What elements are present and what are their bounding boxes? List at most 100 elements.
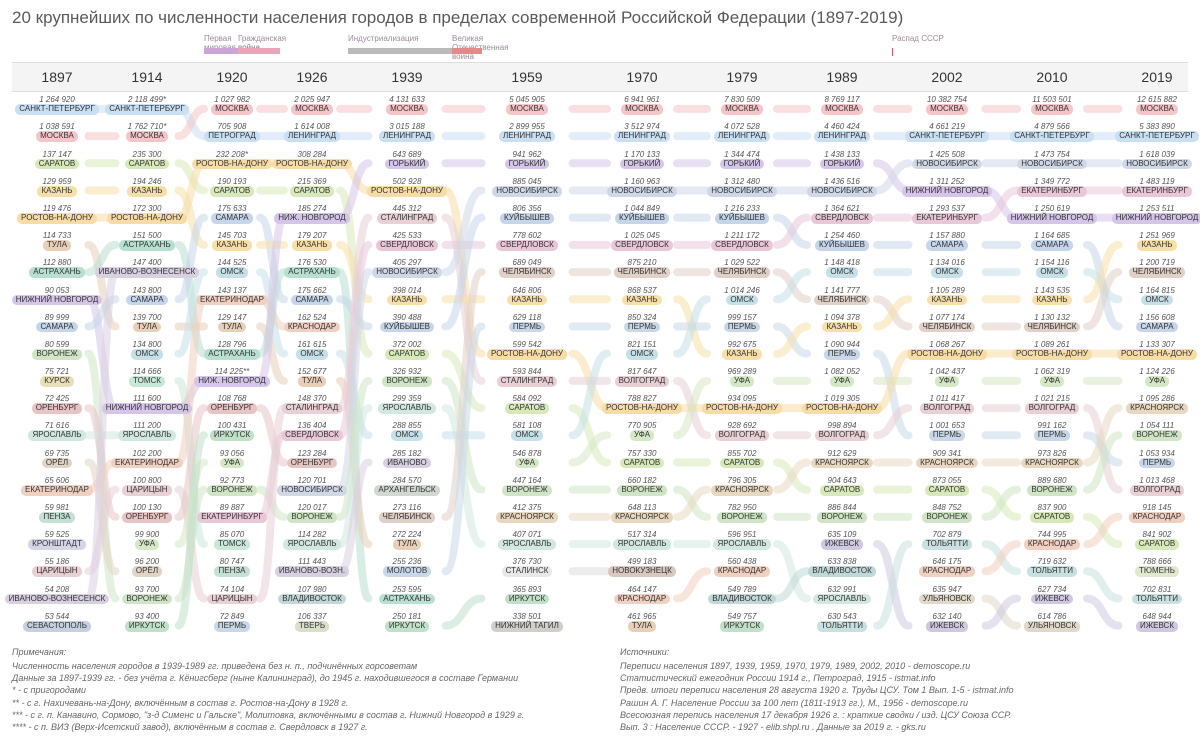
city-pill: НИЖНИЙ ТАГИЛ [491,621,563,632]
rank-cell: 848 752ВОРОНЕЖ [892,500,1002,527]
rank-cell: 235 300САРАТОВ [102,146,192,173]
rank-cell: 596 951ЯРОСЛАВЛЬ [692,527,792,554]
population-value: 806 356 [513,205,542,213]
population-value: 8 769 117 [825,96,860,104]
city-pill: ВОРОНЕЖ [32,349,81,360]
city-pill: КАЗАНЬ [387,295,426,306]
rank-cell: 788 827РОСТОВ-НА-ДОНУ [592,391,692,418]
population-value: 904 643 [828,477,857,485]
city-pill: КАЗАНЬ [722,349,761,360]
population-value: 546 878 [513,450,542,458]
rank-cell: 886 844ВОРОНЕЖ [792,500,892,527]
population-value: 250 181 [393,613,422,621]
population-value: 55 186 [45,558,69,566]
city-pill: КРАСНОДАР [614,594,670,605]
rank-row: 112 880АСТРАХАНЬ147 400ИВАНОВО-ВОЗНЕСЕНС… [12,255,1200,282]
rank-cell: 59 981ПЕНЗА [12,500,102,527]
rank-cell: 136 404СВЕРДЛОВСК [272,418,352,445]
rank-cell: 285 182ИВАНОВО [352,445,462,472]
population-value: 1 614 008 [294,123,330,131]
population-value: 1 021 215 [1034,395,1070,403]
population-value: 136 404 [298,422,327,430]
rank-cell: 689 049ЧЕЛЯБИНСК [462,255,592,282]
population-value: 407 071 [513,531,542,539]
population-value: 59 981 [45,504,69,512]
population-value: 2 025 947 [294,96,330,104]
city-pill: КУЙБЫШЕВ [500,213,554,224]
rank-cell: 2 118 499*САНКТ-ПЕТЕРБУРГ [102,92,192,119]
population-value: 918 145 [1143,504,1172,512]
population-value: 172 300 [133,205,162,213]
rank-cell: 1 211 172СВЕРДЛОВСК [692,228,792,255]
year-1920: 1920 [192,63,272,91]
city-pill: САНКТ-ПЕТЕРБУРГ [105,104,188,115]
rank-row: 69 735ОРЁЛ102 200ЕКАТЕРИНОДАР93 056УФА12… [12,445,1200,472]
rank-cell: 89 999САМАРА [12,310,102,337]
population-value: 425 533 [393,232,422,240]
city-pill: АСТРАХАНЬ [204,349,259,360]
population-value: 1 068 267 [929,341,965,349]
city-pill: ПЕРМЬ [824,349,860,360]
rank-cell: 55 186ЦАРИЦЫН [12,554,102,581]
city-pill: СВЕРДЛОВСК [496,240,558,251]
population-value: 190 193 [218,178,247,186]
population-value: 614 786 [1038,613,1067,621]
city-pill: МОСКВА [821,104,863,115]
population-value: 129 959 [43,178,72,186]
city-pill: САРАТОВ [820,485,865,496]
city-pill: ОМСК [1036,267,1067,278]
rank-cell: 1 614 008ЛЕНИНГРАД [272,119,352,146]
population-value: 969 289 [728,368,757,376]
city-pill: ИЖЕВСК [1136,621,1178,632]
population-value: 284 570 [393,477,422,485]
population-value: 499 183 [628,558,657,566]
population-value: 445 312 [393,205,422,213]
city-pill: ЯРОСЛАВЛЬ [283,539,340,550]
city-pill: ВОЛГОГРАД [1025,403,1080,414]
population-value: 560 438 [728,558,757,566]
city-pill: ПЕРМЬ [929,430,965,441]
city-pill: ЧЕЛЯБИНСК [379,512,436,523]
population-value: 112 880 [43,259,71,267]
population-value: 412 375 [513,504,542,512]
rank-cell: 108 768ОРЕНБУРГ [192,391,272,418]
rank-cell: 398 014КАЗАНЬ [352,282,462,309]
city-pill: КРАСНОДАР [1129,512,1185,523]
city-pill: ТОЛЬЯТТИ [1132,594,1182,605]
source-line: Статистический ежегодник России 1914 г.,… [620,672,1188,684]
rank-cell: 194 246КАЗАНЬ [102,174,192,201]
rank-cell: 99 900УФА [102,527,192,554]
population-value: 1 293 537 [929,205,965,213]
population-value: 120 701 [298,477,327,485]
city-pill: УФА [730,376,754,387]
population-value: 632 140 [933,613,962,621]
population-value: 114 225** [215,368,250,376]
rank-cell: 90 053НИЖНИЙ НОВГОРОД [12,282,102,309]
era-bar: Перваямировая войнаГражданскаявойнаИндус… [12,34,1188,62]
rank-cell: 648 113КРАСНОЯРСК [592,500,692,527]
city-pill: ЯРОСЛАВЛЬ [498,539,555,550]
city-pill: ПЕНЗА [214,566,249,577]
city-pill: КРАСНОДАР [714,566,770,577]
city-pill: САРАТОВ [720,458,765,469]
year-1970: 1970 [592,63,692,91]
population-value: 702 831 [1143,586,1172,594]
year-1989: 1989 [792,63,892,91]
rank-cell: 1 154 116ОМСК [1002,255,1102,282]
city-pill: РОСТОВ-НА-ДОНУ [802,403,882,414]
rank-cell: 973 826КРАСНОЯРСК [1002,445,1102,472]
city-pill: ТУЛА [133,322,161,333]
population-value: 75 721 [45,368,69,376]
city-pill: УЛЬЯНОВСК [1024,621,1080,632]
source-line: Всесоюзная перепись населения 17 декабря… [620,709,1188,721]
city-pill: ОРЁЛ [42,458,72,469]
city-pill: ОРЕНБУРГ [287,458,338,469]
rank-cell: 1 105 289КАЗАНЬ [892,282,1002,309]
population-value: 151 500 [133,232,162,240]
population-value: 1 160 963 [624,178,660,186]
city-pill: ОМСК [931,267,962,278]
year-1897: 1897 [12,63,102,91]
population-value: 137 147 [43,151,72,159]
city-pill: ЕКАТЕРИНБУРГ [912,213,982,224]
city-pill: ОМСК [626,349,657,360]
